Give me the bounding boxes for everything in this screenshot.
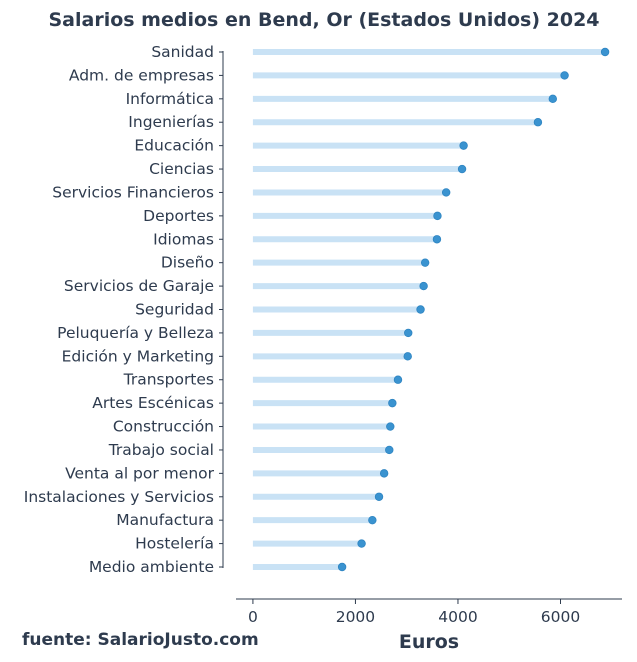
salary-point [533, 118, 543, 127]
chart-title: Salarios medios en Bend, Or (Estados Uni… [48, 9, 599, 31]
y-tick-label: Manufactura [116, 511, 214, 529]
salary-point [337, 562, 347, 572]
y-tick-label: Ciencias [149, 160, 214, 178]
salary-point [374, 492, 384, 501]
x-axis: 0 2000 4000 6000 [236, 598, 622, 626]
salary-point [416, 305, 425, 314]
y-tick-label: Ingenierías [128, 113, 214, 131]
y-tick-label: Transportes [123, 371, 214, 389]
y-tick-label: Hostelería [135, 535, 214, 553]
salary-point [404, 328, 413, 338]
y-tick-label: Sanidad [151, 43, 214, 61]
salary-point [457, 164, 467, 174]
salary-point [600, 47, 610, 57]
y-tick-label: Educación [134, 137, 214, 155]
source-note: fuente: SalarioJusto.com [22, 630, 259, 650]
x-tick-label: 2000 [336, 608, 375, 626]
y-tick-label: Servicios Financieros [52, 183, 214, 201]
y-tick-label: Trabajo social [108, 441, 214, 459]
x-axis-label: Euros [399, 631, 459, 653]
salary-point [385, 445, 394, 455]
salary-point [386, 422, 395, 431]
y-tick-label: Venta al por menor [65, 464, 215, 482]
salary-point [441, 188, 451, 197]
salary-point [388, 398, 397, 408]
x-tick-label: 4000 [438, 608, 477, 626]
salary-point [548, 94, 557, 104]
x-tick-label: 6000 [541, 608, 580, 626]
salary-point [368, 515, 377, 525]
salary-point [403, 352, 412, 361]
y-tick-label: Artes Escénicas [92, 394, 214, 412]
x-tick-label: 0 [248, 608, 258, 626]
y-tick-label: Deportes [143, 207, 214, 225]
salary-point [560, 71, 569, 80]
y-tick-label: Instalaciones y Servicios [24, 488, 214, 506]
y-tick-label: Servicios de Garaje [64, 277, 214, 295]
salary-point [420, 258, 430, 267]
y-tick-label: Peluquería y Belleza [57, 324, 214, 342]
y-tick-label: Idiomas [153, 230, 214, 248]
salary-point [419, 281, 428, 291]
salary-point [379, 469, 389, 478]
salary-point [432, 235, 442, 244]
y-tick-label: Medio ambiente [89, 558, 214, 576]
y-tick-label: Seguridad [135, 301, 214, 319]
y-axis: Sanidad Adm. de empresas Informática Ingeni… [24, 43, 224, 576]
y-tick-label: Adm. de empresas [69, 66, 214, 84]
plot-area [252, 47, 610, 572]
salary-point [357, 539, 366, 548]
y-tick-label: Diseño [161, 254, 214, 272]
y-tick-label: Informática [126, 90, 214, 108]
y-tick-label: Edición y Marketing [62, 347, 214, 365]
y-tick-label: Construcción [113, 418, 214, 436]
salary-point [459, 141, 468, 150]
salary-point [433, 211, 442, 221]
salary-point [393, 375, 403, 384]
